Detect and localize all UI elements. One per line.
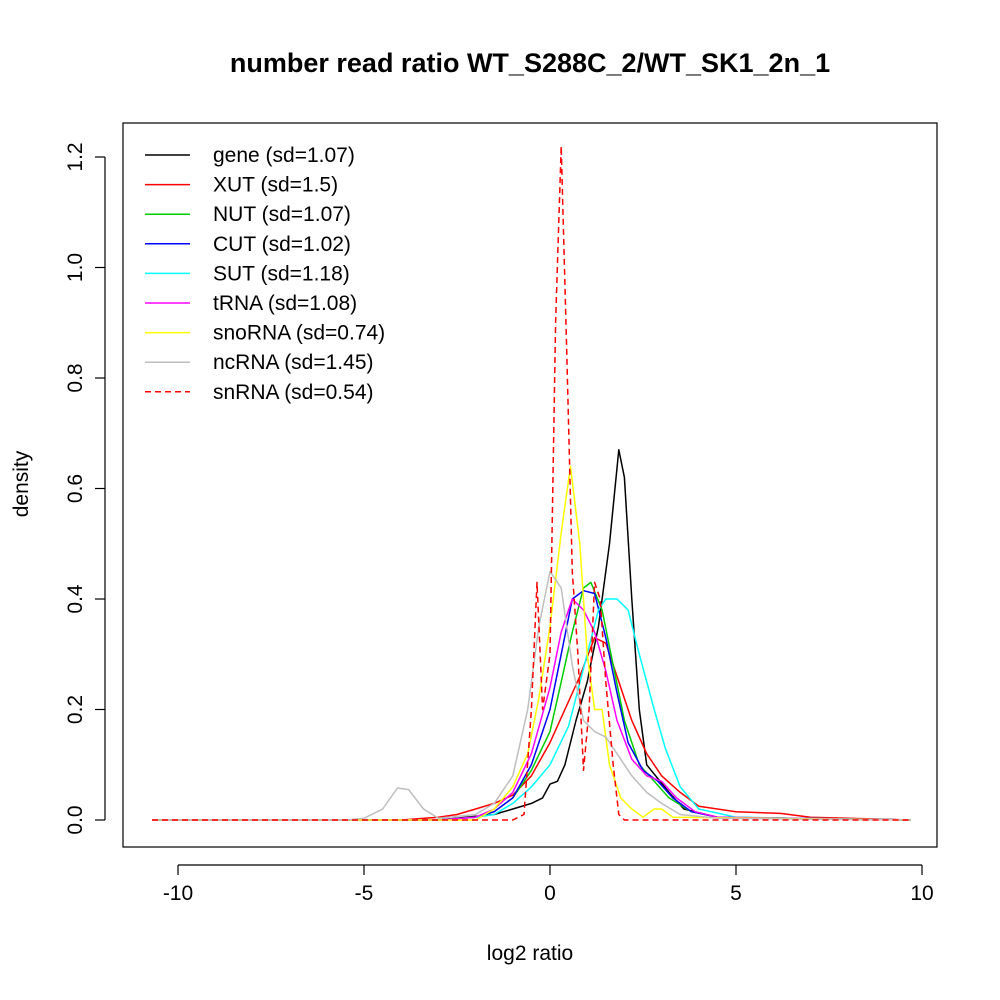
legend-label-snorna: snoRNA (sd=0.74) (213, 322, 385, 345)
plot-frame (122, 122, 938, 848)
y-tick-label: 0.2 (64, 695, 87, 724)
series-layer (152, 145, 911, 821)
x-axis: -10 -5 0 5 10 (163, 864, 934, 905)
legend-label-cut: CUT (sd=1.02) (213, 233, 351, 256)
series-line-ncrna (152, 570, 911, 821)
series-line-cut (152, 589, 911, 821)
y-axis: 0.0 0.2 0.4 0.6 0.8 1.0 1.2 (64, 142, 106, 835)
x-tick-label: 10 (910, 882, 933, 905)
legend-label-gene: gene (sd=1.07) (213, 144, 355, 167)
legend-label-xut: XUT (sd=1.5) (213, 174, 338, 197)
series-line-sut (152, 598, 911, 821)
chart-title: number read ratio WT_S288C_2/WT_SK1_2n_1 (230, 48, 830, 78)
legend-label-snrna: snRNA (sd=0.54) (213, 381, 374, 404)
x-axis-label: log2 ratio (487, 942, 573, 965)
x-tick-label: 5 (730, 882, 742, 905)
series-line-snrna (152, 145, 911, 821)
legend-label-ncrna: ncRNA (sd=1.45) (213, 351, 374, 374)
legend-label-trna: tRNA (sd=1.08) (213, 292, 357, 315)
y-axis-label: density (10, 450, 33, 517)
y-tick-label: 0.4 (64, 584, 87, 614)
y-tick-label: 0.6 (64, 474, 87, 503)
x-tick-label: -10 (163, 882, 193, 905)
legend-label-sut: SUT (sd=1.18) (213, 262, 350, 285)
y-tick-label: 0.8 (64, 363, 87, 392)
legend-label-nut: NUT (sd=1.07) (213, 203, 351, 226)
series-line-snorna (152, 465, 911, 821)
series-line-xut (152, 636, 911, 821)
y-tick-label: 1.0 (64, 253, 87, 282)
legend: gene (sd=1.07) XUT (sd=1.5) NUT (sd=1.07) C… (145, 144, 385, 404)
series-line-nut (152, 581, 911, 821)
x-tick-label: 0 (544, 882, 556, 905)
y-tick-label: 0.0 (64, 805, 87, 834)
x-tick-label: -5 (355, 882, 374, 905)
y-tick-label: 1.2 (64, 142, 87, 171)
